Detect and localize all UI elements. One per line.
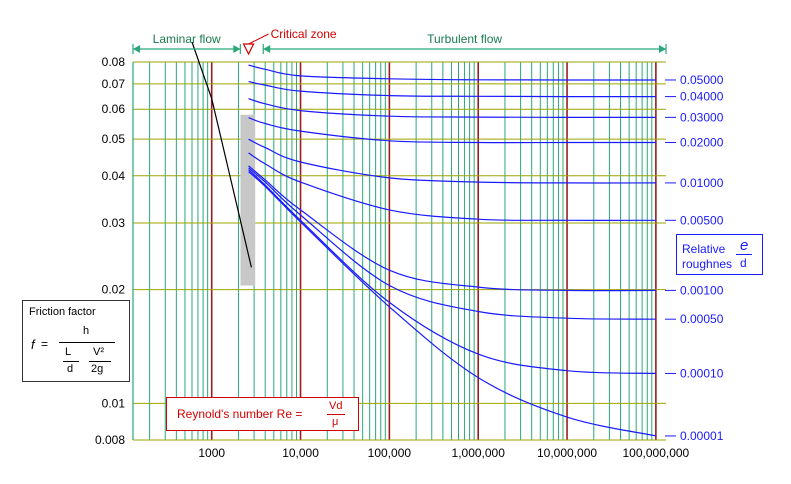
y-tick-label: 0.08 [102, 55, 126, 69]
diameter-symbol: d [67, 363, 74, 375]
roughness-label: 0.03000 [680, 110, 724, 124]
grid [132, 61, 666, 441]
roughness-series-line [248, 81, 656, 98]
relative-roughness-line1: Relative [682, 242, 726, 256]
relative-roughness-line2: roughnes [682, 257, 733, 271]
velocity-squared-symbol: V² [93, 346, 104, 358]
y-tick-label: 0.04 [102, 169, 126, 183]
fraction-bar [63, 361, 79, 362]
roughness-label: 0.05000 [680, 73, 724, 87]
y-tick-label: 0.02 [102, 283, 126, 297]
roughness-label: 0.01000 [680, 176, 724, 190]
x-tick-label: 100,000,000 [623, 446, 690, 460]
series-layer [191, 41, 657, 437]
critical-zone-label: Critical zone [271, 27, 337, 41]
arrowhead [133, 45, 140, 53]
roughness-series-line [248, 167, 656, 320]
friction-factor-title: Friction factor [29, 306, 96, 318]
x-tick-label: 10,000 [282, 446, 319, 460]
roughness-series-line [248, 152, 656, 221]
roughness-label: 0.00010 [680, 366, 724, 380]
length-symbol: L [65, 346, 72, 358]
y-tick-label: 0.01 [102, 396, 126, 410]
laminar-flow-label: Laminar flow [153, 32, 221, 46]
critical-zone-marker [242, 43, 255, 56]
relative-roughness-box: Relative roughnes e d [676, 234, 763, 275]
x-tick-label: 1000 [198, 446, 225, 460]
x-tick-label: 1,000,000 [452, 446, 506, 460]
roughness-label: 0.00001 [680, 429, 724, 443]
y-tick-label: 0.07 [102, 77, 126, 91]
y-tick-label: 0.008 [95, 433, 125, 447]
reynolds-number-box: Reynold's number Re = Vd μ [166, 397, 359, 431]
arrowhead [659, 45, 666, 53]
reynolds-number-label: Reynold's number Re = [177, 407, 303, 421]
axis-labels: 0.008 0.01 0.02 0.03 0.04 0.05 0.06 0.07 0.08 100… [95, 55, 724, 460]
roughness-symbol: e [740, 237, 749, 254]
fraction-bar [89, 361, 111, 362]
arrowhead [233, 45, 241, 53]
arrowhead [263, 45, 271, 53]
roughness-label: 0.00500 [680, 213, 724, 227]
flow-regions: Laminar flow Critical zone Turbulent flo… [132, 27, 667, 56]
reynolds-denominator: μ [332, 416, 339, 428]
friction-equals: = [41, 337, 49, 351]
roughness-series-line [248, 117, 656, 144]
critical-zone-fill [240, 114, 256, 286]
roughness-label: 0.02000 [680, 135, 724, 149]
roughness-series-line [248, 165, 656, 292]
turbulent-flow-label: Turbulent flow [427, 32, 502, 46]
x-tick-label: 10,000,000 [537, 446, 597, 460]
roughness-label: 0.00050 [680, 312, 724, 326]
fraction-bar [736, 254, 752, 255]
roughness-series-line [248, 64, 656, 81]
roughness-series-line [248, 171, 657, 437]
critical-zone-band [240, 114, 256, 286]
two-g-symbol: 2g [91, 363, 104, 375]
friction-factor-box: Friction factor f = h L V² d 2g [22, 300, 130, 382]
x-tick-label: 100,000 [368, 446, 412, 460]
y-tick-label: 0.05 [102, 132, 126, 146]
friction-symbol: f [31, 337, 35, 352]
roughness-label: 0.04000 [680, 90, 724, 104]
y-tick-label: 0.06 [102, 102, 126, 116]
laminar-series-line [191, 41, 252, 268]
roughness-series-line [248, 169, 656, 374]
fraction-bar [327, 414, 345, 415]
reynolds-numerator: Vd [329, 400, 343, 412]
roughness-series-line [248, 98, 656, 119]
roughness-series-line [248, 138, 656, 184]
fraction-bar [59, 342, 115, 343]
critical-zone-pointer [248, 33, 269, 45]
diameter-symbol: d [740, 256, 747, 270]
roughness-label: 0.00100 [680, 283, 724, 297]
head-loss-symbol: h [83, 325, 90, 337]
y-tick-label: 0.03 [102, 216, 126, 230]
